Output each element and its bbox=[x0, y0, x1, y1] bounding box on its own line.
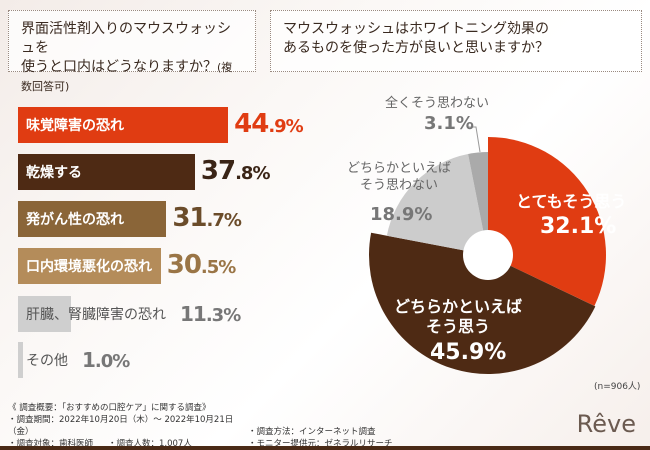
bar-fill bbox=[18, 296, 71, 332]
pie-slice-3 bbox=[386, 153, 488, 255]
bar-value: 1.0% bbox=[82, 348, 130, 372]
bar-label: 肝臓、腎臓障害の恐れ bbox=[26, 307, 166, 323]
pie-slice-4 bbox=[468, 152, 488, 255]
bar-fill bbox=[18, 107, 229, 143]
question-1-line1: 界面活性剤入りのマウスウォッシュを bbox=[21, 21, 231, 56]
footer-target: ・調査対象：歯科医師 bbox=[8, 439, 94, 449]
bar-fill bbox=[18, 201, 167, 237]
bottom-border bbox=[0, 446, 650, 450]
pie-label-4: 全くそう思わない bbox=[385, 96, 490, 111]
bar-label: 味覚障害の恐れ bbox=[26, 118, 124, 134]
bar-value: 37.8% bbox=[200, 156, 271, 186]
question-1-box: 界面活性剤入りのマウスウォッシュを 使うと口内はどうなりますか？(複数回答可) bbox=[8, 10, 256, 93]
bar-value: 31.7% bbox=[172, 203, 242, 233]
bar-fill bbox=[18, 342, 23, 378]
pie-value-2: 45.9% bbox=[430, 340, 507, 365]
bar-1: 味覚障害の恐れ 44.9% bbox=[18, 107, 304, 143]
bar-3: 発がん性の恐れ 31.7% bbox=[18, 201, 242, 237]
pie-value-1: 32.1% bbox=[540, 214, 617, 239]
footer-period: ・調査期間：2022年10月20日（木）～ 2022年10月21日（金） bbox=[8, 415, 234, 437]
bar-label: 発がん性の恐れ bbox=[26, 212, 124, 228]
bar-value: 30.5% bbox=[166, 250, 237, 280]
pie-value-3: 18.9% bbox=[370, 204, 433, 225]
pie-value-4: 3.1% bbox=[424, 113, 474, 134]
question-1-text: 使うと口内はどうなりますか？ bbox=[21, 59, 217, 75]
question-1-line2: 使うと口内はどうなりますか？(複数回答可) bbox=[21, 58, 243, 96]
question-2-box: マウスウォッシュはホワイトニング効果の あるものを使った方が良いと思いますか？ bbox=[270, 10, 642, 72]
footer-method: ・調査方法：インターネット調査 bbox=[248, 427, 376, 437]
pie-label-1: とてもそう思う bbox=[516, 192, 627, 211]
brand-logo: Rêve bbox=[576, 410, 636, 438]
bar-5: 肝臓、腎臓障害の恐れ 11.3% bbox=[18, 296, 241, 332]
sample-size: (n=906人) bbox=[594, 382, 641, 392]
bar-2: 乾燥する 37.8% bbox=[18, 154, 270, 190]
pie-label-2: どちらかといえば そう思う bbox=[394, 297, 523, 336]
footer-title: 《 調査概要：「おすすめの口腔ケア」に関する調査》 bbox=[8, 403, 211, 413]
bar-label: 口内環境悪化の恐れ bbox=[26, 259, 152, 275]
question-1-note: (複数回答可) bbox=[21, 61, 233, 93]
pie-slice-2 bbox=[369, 232, 596, 375]
footer-provider: ・モニター提供元：ゼネラルリサーチ bbox=[248, 439, 393, 449]
survey-footer: 《 調査概要：「おすすめの口腔ケア」に関する調査》 ・調査期間：2022年10月… bbox=[8, 402, 393, 450]
question-2-line1: マウスウォッシュはホワイトニング効果の bbox=[283, 21, 549, 37]
donut-hole bbox=[463, 230, 513, 280]
bar-fill bbox=[18, 154, 195, 190]
bar-4: 口内環境悪化の恐れ 30.5% bbox=[18, 248, 236, 284]
bar-label: 乾燥する bbox=[26, 165, 82, 181]
footer-count: ・調査人数：1,007人 bbox=[108, 439, 192, 449]
bar-value: 44.9% bbox=[234, 109, 304, 139]
pie-slice-1 bbox=[488, 137, 606, 306]
leader-line bbox=[467, 126, 481, 153]
bar-label: その他 bbox=[26, 353, 68, 369]
pie-label-3: どちらかといえば そう思わない bbox=[346, 161, 451, 193]
bar-value: 11.3% bbox=[180, 302, 241, 326]
bar-6: その他 1.0% bbox=[18, 342, 130, 378]
question-2-line2: あるものを使った方が良いと思いますか？ bbox=[283, 40, 549, 56]
bar-fill bbox=[18, 248, 161, 284]
